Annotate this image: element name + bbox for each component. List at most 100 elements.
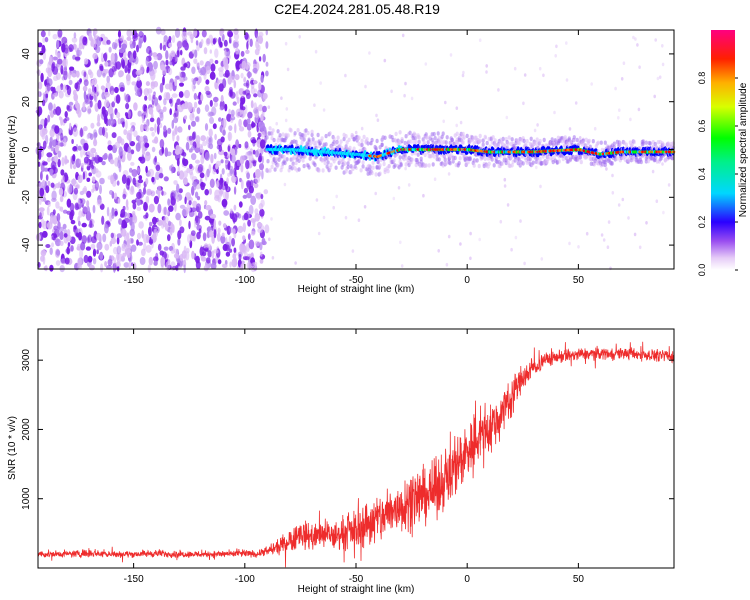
spectrogram-cell (214, 48, 219, 58)
spectrogram-cell (159, 123, 163, 128)
spectrogram-cell (352, 146, 356, 151)
spectrogram-cell (174, 77, 178, 87)
spectrogram-cell (153, 228, 159, 238)
spectrogram-cell (178, 71, 182, 79)
spectrogram-cell (437, 157, 441, 162)
spectrogram-cell (83, 79, 89, 87)
spectrogram-cell (179, 49, 183, 56)
spectrogram-cell (55, 260, 61, 266)
spectrogram-cell (122, 59, 125, 69)
spectrogram-cell (44, 264, 48, 272)
spectrogram-cell (314, 145, 318, 151)
snr-x-tick-label: 50 (573, 574, 585, 585)
spectrogram-cell (111, 101, 115, 108)
spectrogram-cell (242, 194, 248, 199)
spectrogram-cell (268, 237, 271, 242)
spectrogram-cell (121, 174, 127, 185)
spectrogram-cell (83, 185, 88, 195)
spectrogram-cell (52, 92, 58, 98)
spectrogram-cell (125, 102, 130, 110)
snr-y-tick-label: 2000 (21, 418, 32, 441)
spectrogram-cell (346, 161, 350, 166)
spectrogram-cell (38, 150, 42, 161)
spectrogram-cell (539, 184, 542, 189)
spectrogram-cell (621, 197, 625, 202)
spectrogram-cell (234, 123, 237, 134)
spectrogram-cell (344, 215, 348, 220)
spectrogram-cell (166, 151, 172, 157)
spectrogram-cell (233, 247, 237, 253)
spectrogram-cell (76, 184, 81, 189)
spectrogram-cell (413, 132, 417, 138)
spectrogram-cell (213, 219, 216, 229)
spectrogram-cell (129, 43, 134, 49)
spectrogram-cell (291, 163, 295, 168)
spectrogram-cell (188, 220, 191, 230)
spectrogram-cell (204, 123, 209, 131)
spectrogram-cell (83, 142, 89, 151)
spectrogram-cell (116, 233, 123, 239)
spectrogram-cell (354, 130, 358, 135)
spectrogram-cell (162, 106, 167, 112)
spectrogram-cell (535, 165, 538, 170)
spectrogram-cell (232, 101, 237, 106)
spectrogram-cell (173, 180, 178, 185)
spectrogram-cell (132, 214, 138, 224)
spectrogram-cell (382, 161, 386, 167)
spectrogram-cell (344, 144, 348, 149)
spectrogram-cell (241, 244, 247, 253)
spectrogram-cell (127, 68, 131, 74)
spectrogram-cell (125, 199, 129, 208)
spectrogram-cell (111, 213, 115, 219)
spectrogram-cell (148, 256, 153, 266)
spectrogram-cell (163, 92, 169, 101)
spectrogram-cell (125, 119, 128, 130)
spectrogram-cell (194, 191, 199, 199)
spectrogram-cell (209, 71, 216, 81)
spectrogram-cell (204, 200, 208, 206)
spectrogram-cell (188, 210, 195, 218)
spectrogram-cell (209, 178, 215, 188)
spectrogram-cell (404, 166, 407, 171)
spectrogram-cell (171, 35, 176, 43)
spectrogram-cell (79, 36, 83, 46)
spectrogram-cell (409, 139, 413, 144)
spectrogram-cell (378, 171, 382, 176)
spectrogram-cell (145, 177, 149, 185)
spectrogram-cell (159, 139, 165, 149)
spectrogram-cell (106, 206, 110, 217)
spectrogram-cell (399, 240, 402, 245)
spectrogram-cell (368, 51, 371, 55)
spectrogram-cell (228, 131, 231, 142)
spectrogram-cell (202, 232, 207, 242)
spectrogram-cell (42, 37, 46, 43)
spectrogram-cell (74, 56, 81, 61)
spectrogram-cell (241, 60, 247, 71)
spectrogram-cell (157, 190, 161, 200)
spectrogram-cell (48, 30, 51, 37)
spectrogram-cell (111, 65, 116, 73)
spectrogram-cell (130, 221, 135, 232)
spectrogram-cell (641, 141, 645, 146)
spectrogram-cell (173, 253, 180, 259)
spectrogram-cell (133, 102, 138, 111)
spectrogram-cell (351, 249, 355, 253)
spectrogram-cell (62, 223, 67, 230)
spectrogram-cell (124, 248, 128, 255)
spectrogram-cell (45, 93, 49, 99)
spectrogram-cell (210, 153, 214, 164)
spectrogram-cell (378, 163, 382, 168)
spectrogram-cell (97, 156, 103, 163)
spectrogram-cell (246, 181, 252, 190)
spectrogram-cell (142, 104, 147, 112)
spectrogram-cell (140, 140, 144, 149)
spectrogram-cell (579, 159, 583, 165)
spectrogram-cell (90, 147, 97, 154)
spectrogram-cell (220, 235, 226, 244)
spectrogram-cell (229, 91, 236, 99)
spectrogram-cell (639, 159, 643, 165)
spectrogram-cell (58, 226, 65, 232)
snr-x-tick-label: -100 (235, 574, 255, 585)
spectrogram-cell (259, 251, 263, 257)
spectrogram-cell (234, 161, 238, 171)
